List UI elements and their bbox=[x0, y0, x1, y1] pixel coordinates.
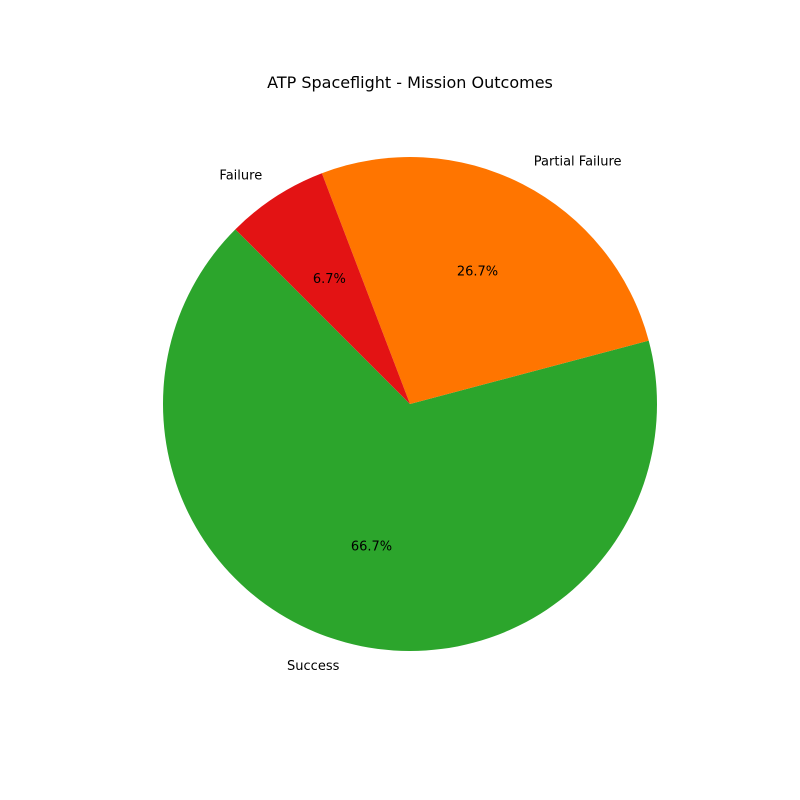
pie-slice-failure bbox=[235, 173, 410, 404]
pie-slices bbox=[163, 157, 658, 651]
slice-label-partial-failure: Partial Failure bbox=[534, 155, 622, 170]
slice-label-success: Success bbox=[287, 659, 340, 674]
chart-title: ATP Spaceflight - Mission Outcomes bbox=[267, 73, 553, 92]
pie-slice-success bbox=[163, 229, 658, 651]
slice-percent-partial-failure: 26.7% bbox=[457, 265, 498, 280]
pie-labels: Success 66.7% Partial Failure 26.7% Failure 6… bbox=[219, 155, 621, 674]
slice-percent-failure: 6.7% bbox=[313, 272, 346, 287]
pie-slice-partial-failure bbox=[321, 157, 649, 404]
slice-label-failure: Failure bbox=[219, 169, 262, 184]
slice-percent-success: 66.7% bbox=[351, 540, 392, 555]
